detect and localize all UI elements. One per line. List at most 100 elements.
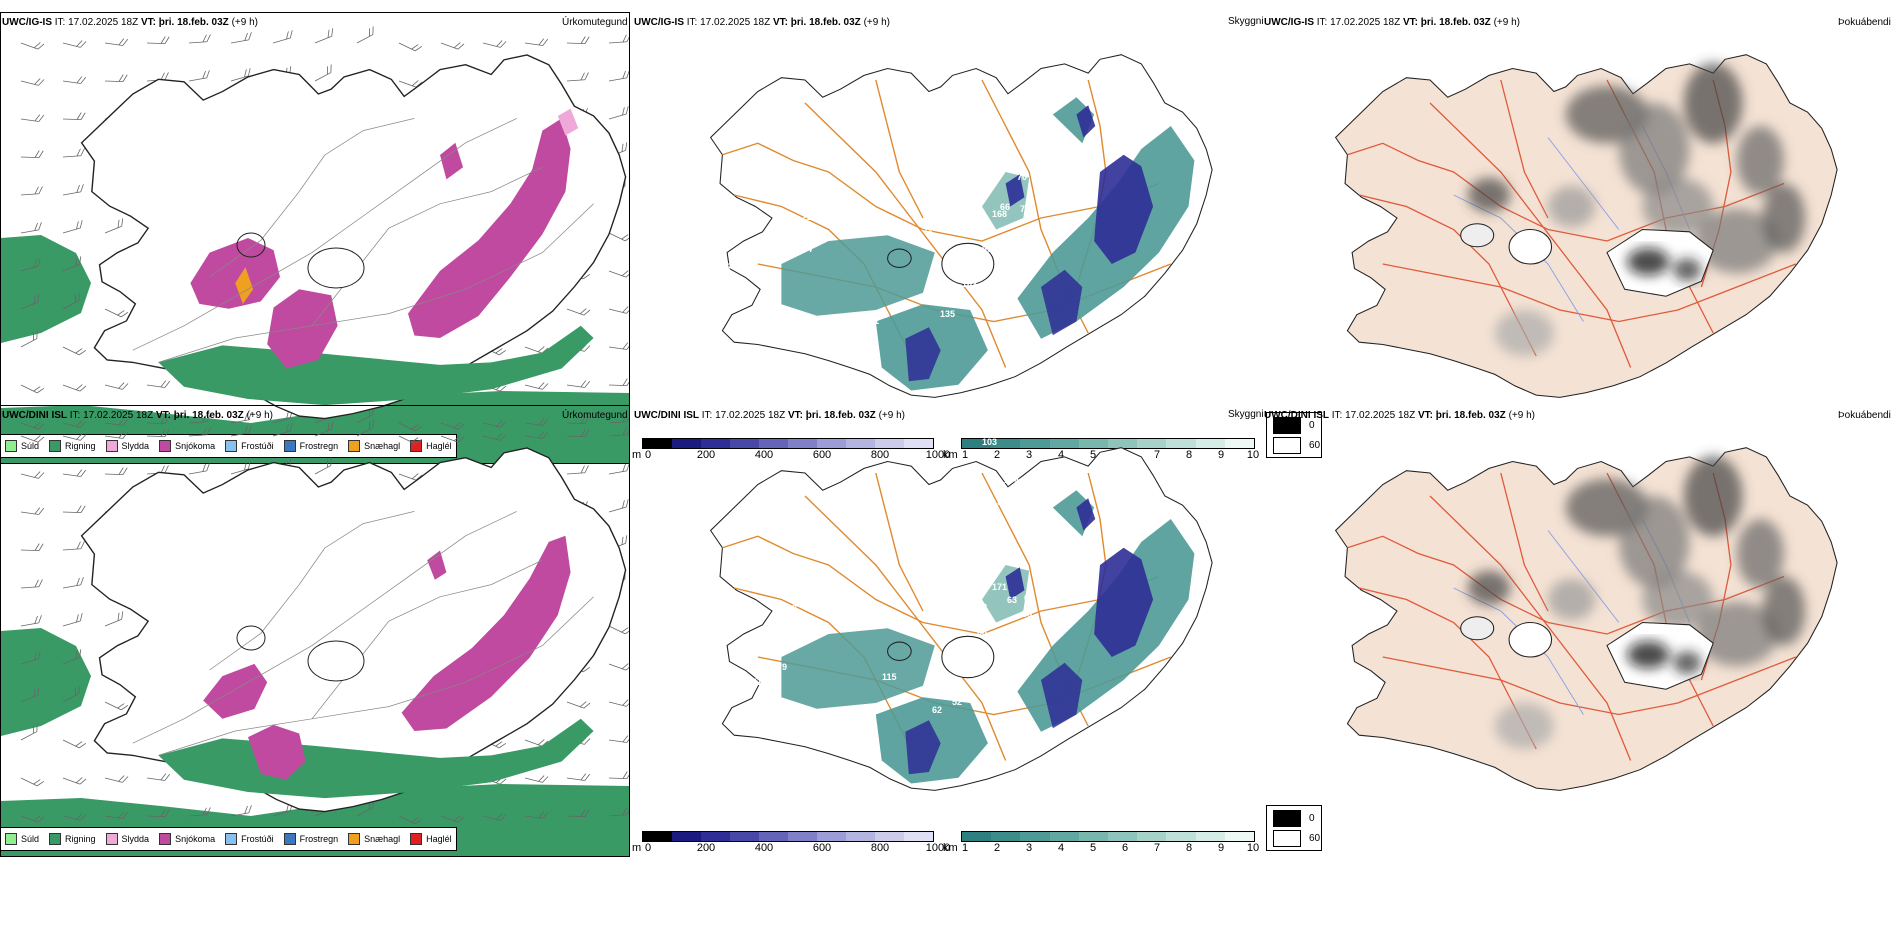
visibility-value-label: 88 bbox=[994, 272, 1004, 282]
visibility-value-label: 56 bbox=[997, 497, 1007, 507]
visibility-colorbar-tick: 1 bbox=[961, 842, 969, 854]
visibility-title: Skyggni bbox=[1228, 16, 1264, 27]
lead-time: (+9 h) bbox=[863, 17, 890, 28]
visibility-value-label: 39 bbox=[977, 557, 987, 567]
visibility-colorbar-tick: 8 bbox=[1185, 449, 1193, 461]
legend-item: Slydda bbox=[105, 833, 150, 845]
valid-time-label: VT: bbox=[155, 410, 171, 421]
legend-label: Slydda bbox=[121, 834, 150, 844]
height-colorbar-tick: 600 bbox=[812, 449, 832, 461]
visibility-value-label: 107 bbox=[822, 344, 837, 354]
visibility-value-label: 96 bbox=[982, 244, 992, 254]
fog-legend-label: 60 bbox=[1309, 440, 1321, 451]
valid-time-label: VT: bbox=[1417, 410, 1433, 421]
visibility-value-label: 632 bbox=[747, 254, 762, 264]
valid-time: þri. 18.feb. 03Z bbox=[1435, 410, 1506, 421]
init-time: IT: 17.02.2025 18Z bbox=[1316, 17, 1401, 28]
precip-type-map bbox=[1, 419, 629, 856]
legend-swatch bbox=[225, 833, 238, 845]
legend-swatch bbox=[410, 833, 423, 845]
visibility-panel: 76 25 63 42 30 111 115 70 103 168 66 72 96 93 84 88 81 51… bbox=[632, 12, 1260, 432]
legend-label: Snæhagl bbox=[364, 834, 401, 844]
visibility-value-label: 99 bbox=[977, 602, 987, 612]
height-colorbar-tick: 600 bbox=[812, 842, 832, 854]
fog-legend-swatch bbox=[1273, 437, 1301, 454]
init-time: IT: 17.02.2025 18Z bbox=[686, 17, 771, 28]
precip-type-legend: Súld Rigning Slydda Snjókoma Frostúði Frostre… bbox=[0, 827, 457, 851]
model-name: UWC/IG-IS bbox=[634, 17, 684, 28]
height-colorbar-bar bbox=[642, 831, 934, 842]
visibility-value-label: 141 bbox=[864, 316, 879, 326]
visibility-value-label: 81 bbox=[972, 259, 982, 269]
visibility-value-label: 171 bbox=[992, 582, 1007, 592]
legend-label: Snjókoma bbox=[175, 834, 216, 844]
precip-type-title: Úrkomutegund bbox=[562, 17, 628, 28]
fog-legend-item: 60 bbox=[1273, 437, 1320, 454]
visibility-colorbar-tick: 1 bbox=[961, 449, 969, 461]
visibility-value-label: 155 bbox=[972, 485, 987, 495]
legend-item: Frostúði bbox=[225, 440, 274, 452]
visibility-value-label: 226 bbox=[802, 212, 817, 222]
visibility-value-label: 62 bbox=[932, 705, 942, 715]
fog-legend-item: 0 bbox=[1273, 810, 1315, 827]
legend-swatch bbox=[159, 833, 172, 845]
visibility-value-label: 115 bbox=[882, 672, 897, 682]
lead-time: (+9 h) bbox=[1493, 17, 1520, 28]
visibility-value-label: 70 bbox=[1017, 172, 1027, 182]
visibility-colorbar-tick: 9 bbox=[1217, 842, 1225, 854]
visibility-value-label: 51 bbox=[752, 677, 762, 687]
visibility-colorbar-tick: 8 bbox=[1185, 842, 1193, 854]
visibility-value-label: 63 bbox=[982, 116, 992, 126]
fog-legend-item: 0 bbox=[1273, 417, 1315, 434]
visibility-value-label: 52 bbox=[952, 697, 962, 707]
legend-label: Súld bbox=[21, 834, 40, 844]
visibility-value-label: 64 bbox=[1024, 593, 1034, 603]
visibility-colorbar-tick: 2 bbox=[993, 842, 1001, 854]
model-name: UWC/IG-IS bbox=[2, 17, 52, 28]
fog-legend-swatch bbox=[1273, 810, 1301, 827]
panel-header: UWC/IG-IS IT: 17.02.2025 18Z VT: þri. 18… bbox=[1264, 17, 1520, 29]
visibility-value-label: 135 bbox=[940, 309, 955, 319]
precip-type-panel bbox=[0, 405, 630, 857]
legend-label: Snæhagl bbox=[364, 441, 401, 451]
legend-label: Snjókoma bbox=[175, 441, 216, 451]
visibility-colorbar-tick: 10 bbox=[1246, 449, 1260, 461]
legend-label: Haglél bbox=[426, 441, 452, 451]
height-colorbar-tick: 400 bbox=[754, 449, 774, 461]
legend-swatch bbox=[5, 833, 17, 845]
visibility-colorbar-tick: 4 bbox=[1057, 449, 1065, 461]
visibility-panel: 103 104 155 56 22 17 82 39 57 106 171 63 64 99 55 68 39 4… bbox=[632, 405, 1260, 825]
visibility-value-label: 168 bbox=[992, 209, 1007, 219]
fog-legend-label: 0 bbox=[1309, 420, 1315, 431]
visibility-value-label: 41 bbox=[957, 692, 967, 702]
height-colorbar-tick: 800 bbox=[870, 449, 890, 461]
valid-time: þri. 18.feb. 03Z bbox=[158, 17, 229, 28]
panel-header: UWC/IG-IS IT: 17.02.2025 18Z VT: þri. 18… bbox=[634, 17, 890, 29]
legend-swatch bbox=[283, 833, 296, 845]
visibility-value-label: 279 bbox=[772, 662, 787, 672]
precip-type-map bbox=[1, 26, 629, 463]
valid-time-label: VT: bbox=[140, 17, 156, 28]
legend-swatch bbox=[49, 833, 62, 845]
legend-swatch bbox=[283, 440, 296, 452]
legend-item: Rigning bbox=[49, 833, 96, 845]
legend-swatch bbox=[105, 833, 118, 845]
visibility-colorbar-unit: km bbox=[943, 842, 958, 854]
fog-indicator-map bbox=[1334, 447, 1838, 791]
height-colorbar-unit: m bbox=[632, 842, 642, 854]
visibility-value-label: 125 bbox=[937, 296, 952, 306]
legend-swatch bbox=[348, 440, 361, 452]
model-name: UWC/IG-IS bbox=[1264, 17, 1314, 28]
visibility-colorbar-tick: 3 bbox=[1025, 449, 1033, 461]
visibility-value-label: 103 bbox=[982, 437, 997, 447]
visibility-value-label: 104 bbox=[1004, 475, 1019, 485]
legend-item: Snæhagl bbox=[348, 833, 400, 845]
visibility-value-label: 103 bbox=[972, 214, 987, 224]
precip-type-legend: Súld Rigning Slydda Snjókoma Frostúði Frostre… bbox=[0, 434, 457, 458]
visibility-value-label: 234 bbox=[797, 244, 812, 254]
legend-label: Rigning bbox=[65, 834, 96, 844]
visibility-value-label: 22 bbox=[982, 505, 992, 515]
visibility-value-label: 82 bbox=[962, 542, 972, 552]
legend-item: Haglél bbox=[410, 833, 452, 845]
